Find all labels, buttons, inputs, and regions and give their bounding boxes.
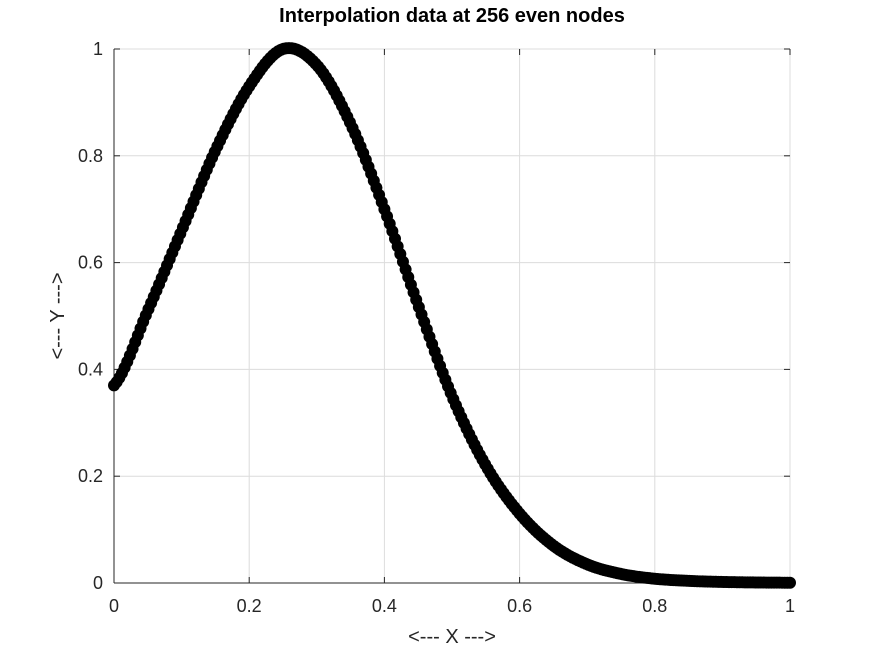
x-tick-label: 0.6 bbox=[507, 596, 532, 616]
x-axis-label: <--- X ---> bbox=[408, 626, 496, 648]
x-tick-label: 0 bbox=[109, 596, 119, 616]
data-points bbox=[108, 42, 796, 589]
x-tick-label: 0.8 bbox=[642, 596, 667, 616]
y-tick-label: 0.2 bbox=[78, 466, 103, 486]
x-tick-label: 1 bbox=[785, 596, 795, 616]
data-point bbox=[784, 576, 796, 589]
grid bbox=[113, 48, 791, 584]
y-axis-label: <--- Y ---> bbox=[47, 272, 69, 359]
y-tick-label: 0.4 bbox=[78, 359, 103, 379]
chart-title: Interpolation data at 256 even nodes bbox=[279, 5, 625, 27]
x-tick-label: 0.4 bbox=[372, 596, 397, 616]
y-tick-label: 0.8 bbox=[78, 146, 103, 166]
y-tick-label: 0.6 bbox=[78, 253, 103, 273]
y-tick-label: 1 bbox=[93, 39, 103, 59]
axes bbox=[113, 49, 790, 584]
ticks: 0 0.2 0.4 0.6 0.8 1 0 0.2 0.4 0.6 0.8 1 bbox=[78, 39, 795, 616]
y-tick-label: 0 bbox=[93, 573, 103, 593]
x-tick-label: 0.2 bbox=[237, 596, 262, 616]
